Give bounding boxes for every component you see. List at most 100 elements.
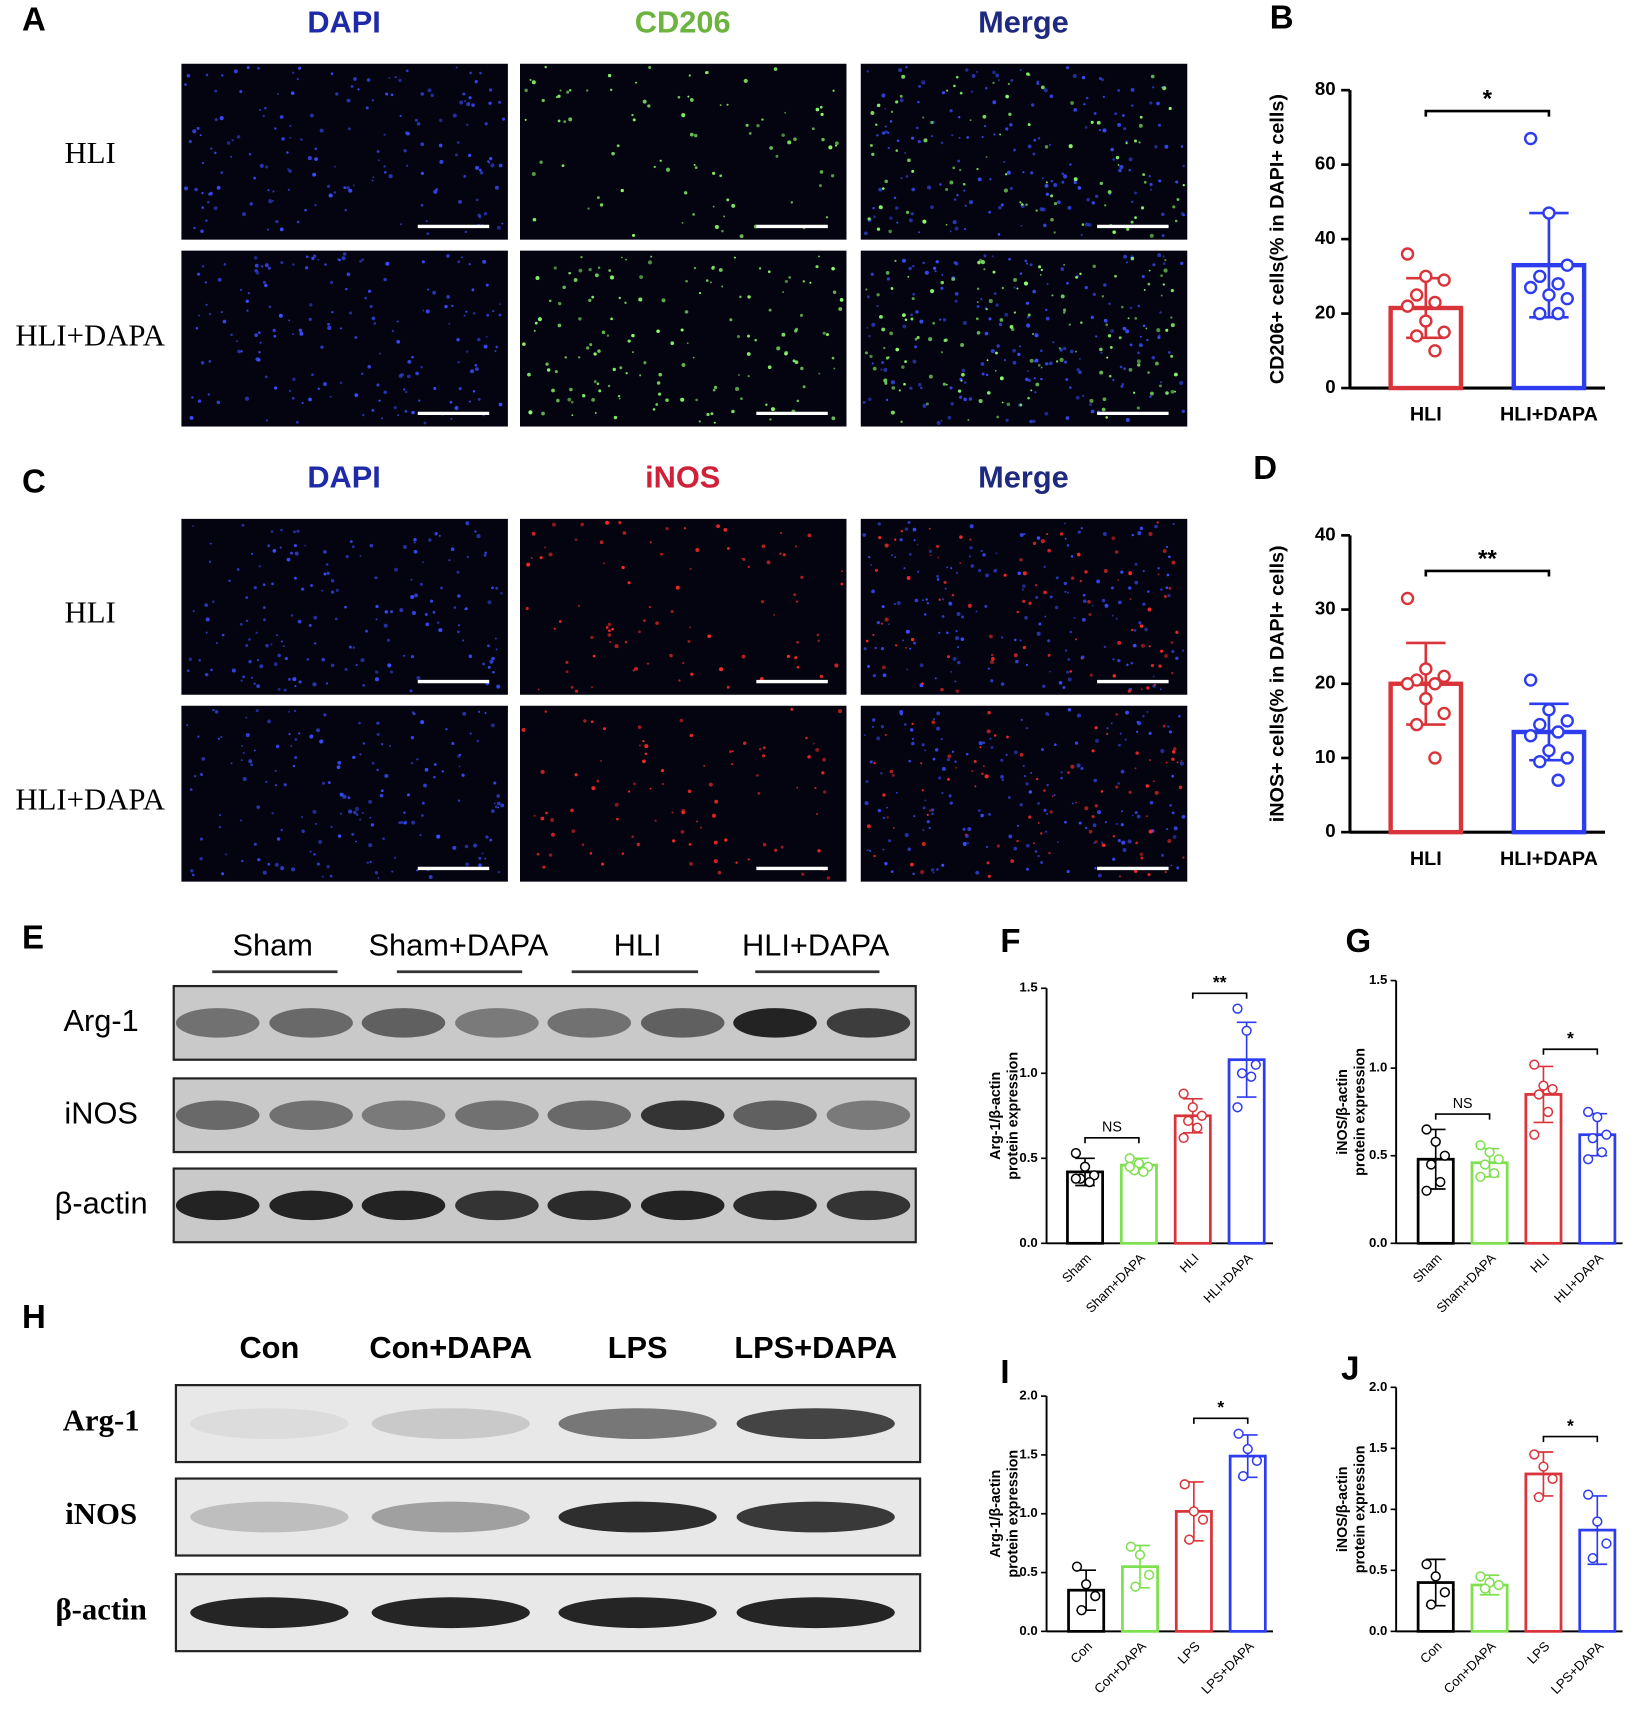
cell-dot bbox=[1154, 683, 1156, 686]
cell-dot bbox=[968, 397, 973, 401]
band bbox=[640, 1100, 725, 1130]
cell-dot bbox=[489, 659, 494, 664]
cell-dot bbox=[869, 143, 873, 148]
cell-dot bbox=[393, 567, 398, 572]
cell-dot bbox=[822, 331, 826, 335]
cell-dot bbox=[263, 280, 266, 284]
cell-dot bbox=[1032, 152, 1036, 156]
cell-dot bbox=[448, 322, 451, 325]
cell-dot bbox=[1131, 533, 1134, 537]
cell-dot bbox=[865, 288, 868, 291]
x-tick-label: Con+DAPA bbox=[1441, 1638, 1499, 1696]
cell-dot bbox=[1094, 738, 1100, 743]
cell-dot bbox=[386, 638, 391, 642]
cell-dot bbox=[689, 733, 694, 738]
cell-dot bbox=[922, 261, 925, 265]
cell-dot bbox=[948, 794, 952, 798]
cell-dot bbox=[1045, 192, 1049, 196]
cell-dot bbox=[559, 89, 562, 92]
cell-dot bbox=[316, 862, 321, 866]
cell-dot bbox=[557, 301, 562, 306]
cell-dot bbox=[911, 187, 916, 192]
cell-dot bbox=[274, 862, 279, 867]
y-axis-label: protein expression bbox=[1005, 1052, 1021, 1180]
data-point bbox=[1196, 1110, 1208, 1121]
cell-dot bbox=[1121, 840, 1126, 845]
cell-dot bbox=[342, 252, 347, 256]
cell-dot bbox=[802, 385, 806, 389]
cell-dot bbox=[1159, 311, 1162, 314]
cell-dot bbox=[998, 79, 1000, 82]
cell-dot bbox=[188, 657, 193, 661]
cell-dot bbox=[872, 674, 877, 678]
cell-dot bbox=[383, 133, 386, 136]
data-point bbox=[1529, 1129, 1540, 1140]
cell-dot bbox=[902, 313, 906, 317]
cell-dot bbox=[898, 389, 901, 392]
cell-dot bbox=[1030, 103, 1035, 107]
cell-dot bbox=[1123, 367, 1127, 371]
cell-dot bbox=[1036, 82, 1040, 86]
cell-dot bbox=[568, 271, 572, 275]
cell-dot bbox=[494, 350, 497, 353]
cell-dot bbox=[1169, 803, 1172, 807]
cell-dot bbox=[688, 843, 692, 846]
cell-dot bbox=[934, 270, 937, 273]
cell-dot bbox=[274, 127, 277, 130]
significance-bracket bbox=[1191, 992, 1248, 999]
cell-dot bbox=[951, 750, 955, 753]
cell-dot bbox=[1130, 256, 1135, 261]
cell-dot bbox=[883, 346, 886, 350]
data-point bbox=[1232, 1003, 1243, 1014]
data-point bbox=[1523, 131, 1538, 146]
cell-dot bbox=[1081, 75, 1086, 80]
cell-dot bbox=[492, 309, 495, 313]
row-label: β-actin bbox=[55, 1593, 146, 1627]
cell-dot bbox=[984, 604, 988, 608]
x-tick-label: LPS+DAPA bbox=[1198, 1638, 1257, 1697]
cell-dot bbox=[939, 318, 942, 321]
cell-dot bbox=[1101, 295, 1104, 298]
cell-dot bbox=[889, 120, 893, 123]
cell-dot bbox=[621, 852, 625, 855]
cell-dot bbox=[1060, 771, 1063, 774]
cell-dot bbox=[1130, 220, 1134, 224]
cell-dot bbox=[634, 666, 639, 671]
cell-dot bbox=[930, 808, 935, 812]
data-point bbox=[1178, 1088, 1189, 1099]
cell-dot bbox=[483, 211, 488, 216]
cell-dot bbox=[398, 821, 402, 825]
cell-dot bbox=[271, 199, 274, 202]
cell-dot bbox=[359, 818, 362, 821]
cell-dot bbox=[918, 231, 921, 234]
cell-dot bbox=[639, 374, 642, 377]
cell-dot bbox=[949, 109, 953, 113]
cell-dot bbox=[259, 163, 264, 168]
cell-dot bbox=[495, 345, 499, 349]
y-axis-label: iNOS/β-actin bbox=[1335, 1466, 1351, 1552]
cell-dot bbox=[883, 367, 888, 373]
cell-dot bbox=[1047, 639, 1051, 643]
cell-dot bbox=[208, 560, 212, 563]
cell-dot bbox=[1070, 555, 1074, 558]
cell-dot bbox=[721, 229, 724, 233]
cell-dot bbox=[1168, 555, 1171, 559]
data-point bbox=[1538, 1080, 1549, 1091]
column-header: Merge bbox=[978, 4, 1069, 39]
cell-dot bbox=[633, 782, 636, 786]
cell-dot bbox=[942, 318, 947, 322]
cell-dot bbox=[574, 773, 578, 777]
cell-dot bbox=[819, 674, 824, 679]
cell-dot bbox=[1025, 203, 1028, 207]
cell-dot bbox=[643, 361, 647, 365]
data-point bbox=[1400, 591, 1415, 606]
cell-dot bbox=[1120, 823, 1124, 827]
cell-dot bbox=[476, 739, 480, 743]
cell-dot bbox=[216, 185, 221, 190]
cell-dot bbox=[321, 781, 326, 785]
cell-dot bbox=[719, 667, 724, 672]
cell-dot bbox=[960, 637, 965, 642]
cell-dot bbox=[938, 631, 941, 634]
cell-dot bbox=[738, 374, 740, 376]
cell-dot bbox=[892, 826, 895, 829]
